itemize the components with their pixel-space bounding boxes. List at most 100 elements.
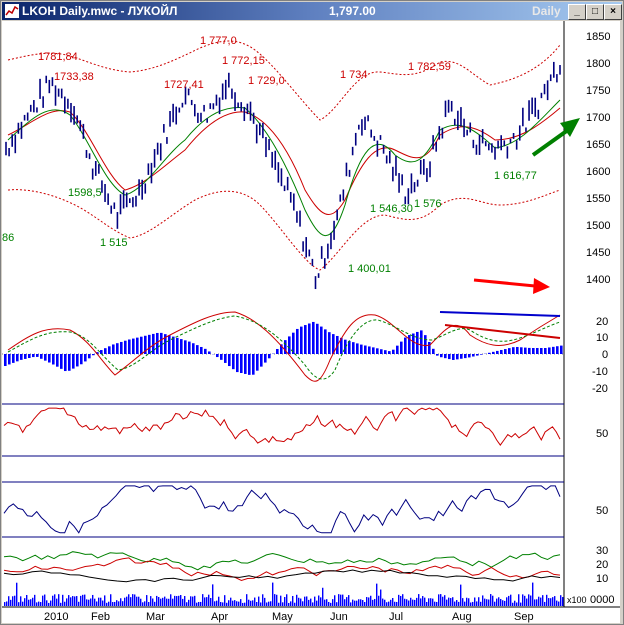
volume-bar xyxy=(444,595,446,606)
macd-bar xyxy=(296,328,299,354)
time-axis xyxy=(2,607,620,623)
volume-bar xyxy=(258,596,260,606)
maximize-button[interactable]: □ xyxy=(586,4,604,20)
volume-bar xyxy=(28,599,30,606)
volume-bar xyxy=(498,597,500,606)
macd-bar xyxy=(180,339,183,354)
macd-bar xyxy=(392,349,395,354)
macd-bar xyxy=(4,354,7,366)
volume-bar xyxy=(438,594,440,606)
volume-bar xyxy=(302,601,304,606)
volume-bar xyxy=(190,596,192,606)
volume-bar xyxy=(332,599,334,606)
macd-bar xyxy=(332,334,335,354)
macd-bar xyxy=(96,352,99,354)
macd-bar xyxy=(232,354,235,370)
high-label: 1 729,0 xyxy=(248,75,285,87)
macd-bar xyxy=(36,354,39,357)
y-tick-label: 0 xyxy=(602,349,608,361)
y-tick-label: 1400 xyxy=(586,274,610,286)
macd-bar xyxy=(244,354,247,374)
macd-bar xyxy=(228,354,231,367)
volume-bar xyxy=(48,602,50,606)
volume-bar xyxy=(380,589,382,606)
macd-bar xyxy=(112,344,115,354)
volume-bar xyxy=(260,602,262,606)
macd-bar xyxy=(316,323,319,354)
volume-bar xyxy=(108,601,110,606)
macd-bar xyxy=(448,354,451,360)
volume-bar xyxy=(120,598,122,606)
macd-bar xyxy=(372,347,375,354)
volume-bar xyxy=(126,596,128,606)
macd-bar xyxy=(48,354,51,363)
volume-bar xyxy=(20,596,22,606)
volume-bar xyxy=(490,594,492,606)
macd-bar xyxy=(468,354,471,358)
macd-bar xyxy=(404,337,407,354)
y-tick-label: 1550 xyxy=(586,193,610,205)
volume-bar xyxy=(450,598,452,606)
volume-bar xyxy=(92,594,94,606)
volume-bar xyxy=(298,597,300,606)
y-tick-label: -20 xyxy=(592,383,608,395)
volume-bar xyxy=(166,598,168,606)
volume-bar xyxy=(372,599,374,606)
volume-bar xyxy=(414,599,416,606)
high-label: 1727,41 xyxy=(164,79,204,91)
macd-bar xyxy=(328,332,331,354)
volume-bar xyxy=(418,594,420,606)
macd-bar xyxy=(204,348,207,354)
volume-bar xyxy=(36,602,38,606)
macd-bar xyxy=(456,354,459,360)
macd-bar xyxy=(340,337,343,354)
y-tick-label: 1450 xyxy=(586,247,610,259)
volume-bar xyxy=(466,597,468,606)
y-tick-label: 20 xyxy=(596,316,608,328)
volume-bar xyxy=(210,598,212,606)
volume-bar xyxy=(558,601,560,606)
volume-bar xyxy=(50,600,52,606)
volume-bar xyxy=(8,596,10,606)
minimize-button[interactable]: _ xyxy=(568,4,586,20)
volume-bar xyxy=(148,602,150,606)
y-tick-label: 1850 xyxy=(586,31,610,43)
x-tick-label: 2010 xyxy=(44,611,68,623)
blue-trendline xyxy=(439,311,561,317)
macd-bar xyxy=(492,351,495,354)
volume-bar xyxy=(238,601,240,606)
volume-bar xyxy=(526,598,528,606)
volume-bar xyxy=(322,587,324,606)
volume-bar xyxy=(4,602,6,606)
macd-bar xyxy=(396,345,399,354)
volume-bar xyxy=(476,601,478,606)
volume-bar xyxy=(56,598,58,606)
macd-bar xyxy=(388,351,391,354)
volume-bar xyxy=(250,600,252,606)
volume-bar xyxy=(376,583,378,606)
macd-bar xyxy=(240,354,243,374)
volume-bar xyxy=(266,602,268,606)
macd-bar xyxy=(100,350,103,354)
macd-bar xyxy=(480,354,483,355)
close-button[interactable]: × xyxy=(604,4,622,20)
volume-bar xyxy=(320,597,322,606)
macd-bar xyxy=(476,354,479,356)
volume-bar xyxy=(180,595,182,606)
macd-bar xyxy=(300,326,303,354)
volume-bar xyxy=(484,598,486,606)
volume-bar xyxy=(98,597,100,606)
x-tick-label: Feb xyxy=(91,611,110,623)
volume-bar xyxy=(504,600,506,606)
volume-bar xyxy=(228,600,230,606)
high-label: 1 777,0 xyxy=(200,35,237,47)
volume-bar xyxy=(540,597,542,606)
volume-bar xyxy=(502,600,504,606)
volume-bar xyxy=(182,598,184,606)
volume-bar xyxy=(152,598,154,606)
volume-bar xyxy=(412,599,414,606)
title-bar[interactable]: LKOH Daily.mwc - ЛУКОЙЛ 1,797.00 Daily _… xyxy=(2,2,622,20)
macd-bar xyxy=(32,354,35,358)
volume-bar xyxy=(118,601,120,606)
macd-bar xyxy=(560,345,563,354)
